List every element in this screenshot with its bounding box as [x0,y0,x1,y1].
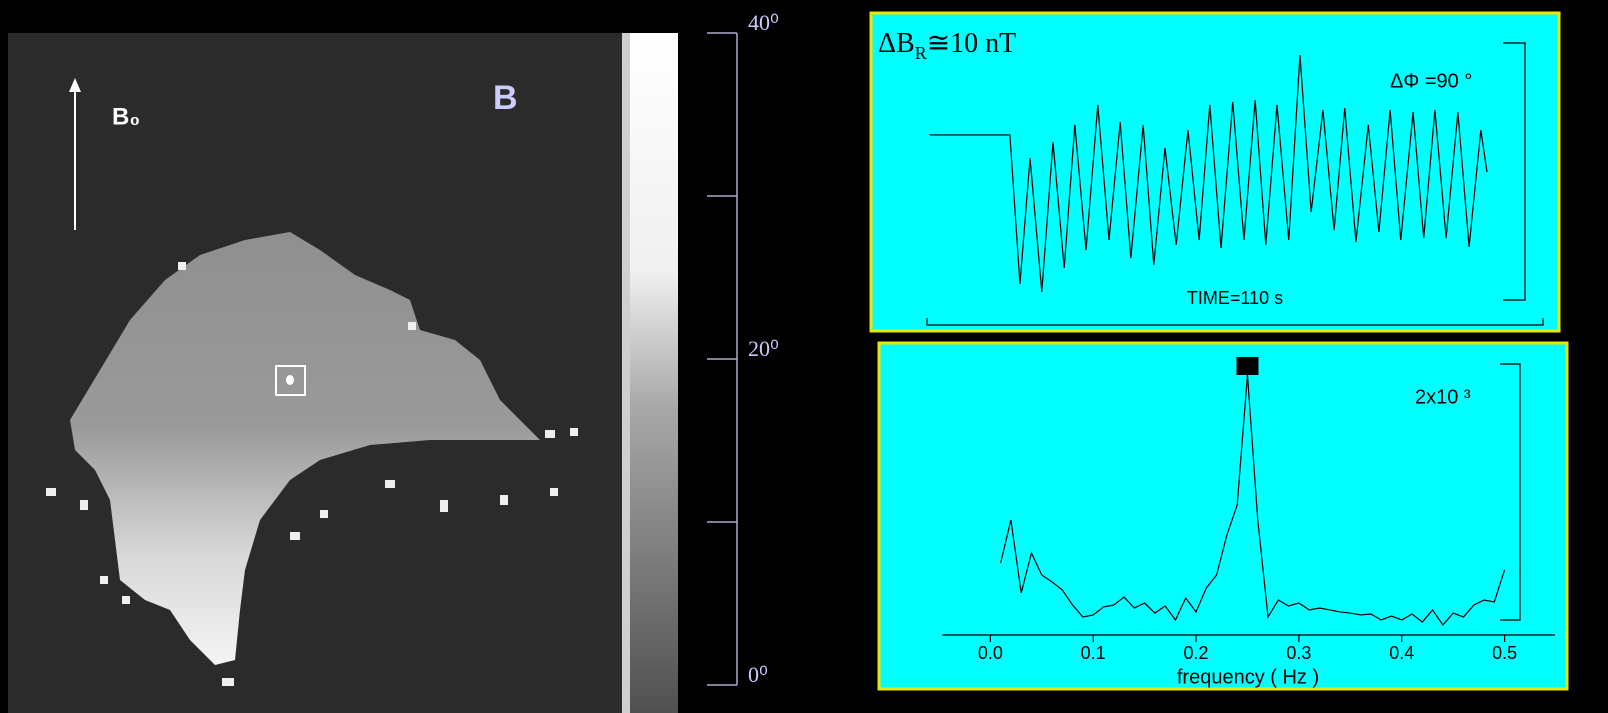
power-scale-label: 2x10 ³ [1415,386,1471,408]
peak-marker [1236,357,1258,375]
x-tick-label: 0.4 [1389,643,1414,663]
x-tick-label: 0.1 [1081,643,1106,663]
time-scale-label: TIME=110 s [1187,288,1283,308]
colorbar-tick-label: 0⁰ [748,662,768,687]
colorbar-edge [622,33,630,713]
roi-dot [286,375,294,385]
time-title: ΔBR≅10 nT [878,28,1016,63]
colorbar-tick-label: 20⁰ [748,336,779,361]
field-label: B₀ [112,103,140,130]
title-part: ΔB [878,28,915,59]
phase-scale-label: ΔΦ =90 ° [1390,70,1472,92]
x-axis-label: frequency ( Hz ) [1177,666,1319,688]
colorbar [630,33,678,713]
x-tick-label: 0.0 [978,643,1003,663]
x-tick-label: 0.5 [1492,643,1517,663]
panel-label: B [493,79,518,117]
title-part: ≅10 nT [927,28,1017,59]
figure: B₀ B ΔBR≅10 nT ΔΦ =90 ° TIME=110 s 2x10 … [0,0,1608,713]
x-tick-label: 0.2 [1184,643,1209,663]
x-tick-label: 0.3 [1286,643,1311,663]
title-subscript: R [915,43,927,63]
colorbar-tick-label: 40⁰ [748,10,779,35]
